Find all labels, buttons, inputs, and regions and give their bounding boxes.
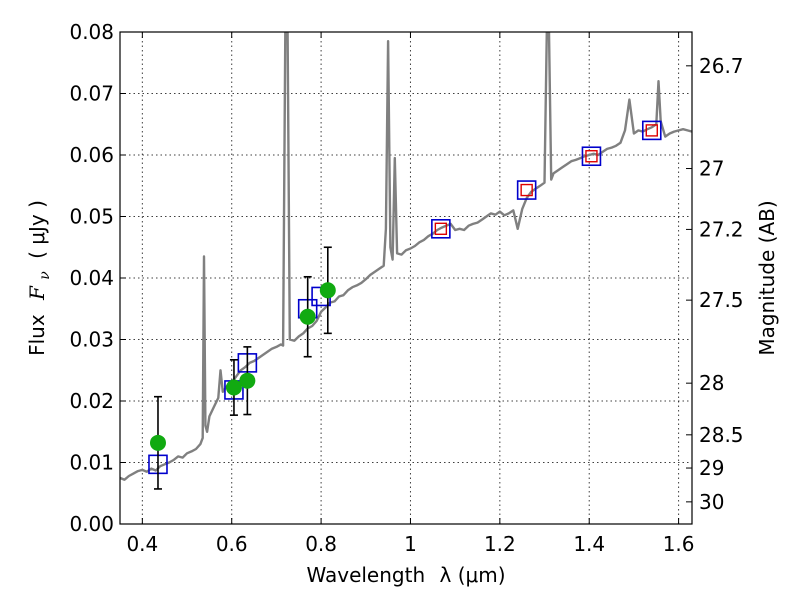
x-tick-label: 1.4 <box>573 532 605 556</box>
y-tick-label: 0.00 <box>69 512 114 536</box>
model-inner-marker <box>585 150 598 163</box>
model-inner-marker <box>645 124 658 137</box>
axis-layer: 0.4 0.6 0.8 1 1.2 1.4 1.6 0.00 0.01 0.02 0.03 0.04 0… <box>69 20 743 556</box>
x-axis-label-text: Wavelength <box>306 563 425 587</box>
x-tick-label: 1 <box>404 532 417 556</box>
y-tick-label: 0.06 <box>69 143 114 167</box>
observed-point <box>319 282 336 299</box>
y-axis-label: Flux F ν ( μJy ) <box>25 200 54 356</box>
spectrum-layer <box>120 32 692 481</box>
observed-point <box>239 372 256 389</box>
right-axis-label: Magnitude (AB) <box>755 200 779 355</box>
observed-point <box>225 379 242 396</box>
y-axis-label-symbol: F <box>25 285 49 301</box>
model-square-marker <box>431 219 451 239</box>
y-axis-label-subscript: ν <box>37 271 53 280</box>
x-tick-label: 0.8 <box>305 532 337 556</box>
x-axis-label: Wavelength λ (μm) <box>306 563 505 587</box>
model-inner-marker <box>520 183 533 197</box>
x-tick-label: 1.6 <box>663 532 695 556</box>
model-square-marker <box>641 120 662 141</box>
y-axis-label-text: Flux <box>25 314 49 356</box>
y-axis-label-unit: ( μJy ) <box>25 200 49 259</box>
x-tick-label: 1.2 <box>484 532 516 556</box>
right-tick-label: 27.2 <box>699 217 744 241</box>
model-inner-marker <box>434 222 448 236</box>
observed-point <box>149 434 166 451</box>
x-axis-label-symbol: λ (μm) <box>440 563 506 587</box>
x-tick-label: 0.6 <box>216 532 248 556</box>
right-tick-label: 28.5 <box>699 423 744 447</box>
y-tick-label: 0.03 <box>69 328 114 352</box>
y-tick-label: 0.01 <box>69 451 114 475</box>
y-tick-label: 0.08 <box>69 20 114 44</box>
y-tick-label: 0.07 <box>69 82 114 106</box>
y-tick-label: 0.02 <box>69 389 114 413</box>
right-tick-label: 29 <box>699 456 724 480</box>
marker-layer <box>148 120 662 490</box>
model-square-marker <box>516 180 537 200</box>
spectrum-line <box>120 32 692 481</box>
right-tick-label: 28 <box>699 371 724 395</box>
model-square-marker <box>581 146 602 167</box>
right-tick-label: 30 <box>699 490 724 514</box>
right-tick-label: 27 <box>699 157 724 181</box>
y-tick-label: 0.05 <box>69 205 114 229</box>
x-tick-label: 0.4 <box>126 532 158 556</box>
right-tick-label: 27.5 <box>699 288 744 312</box>
y-tick-label: 0.04 <box>69 266 114 290</box>
observed-point <box>299 308 316 325</box>
right-tick-label: 26.7 <box>699 54 744 78</box>
grid-layer <box>120 31 692 525</box>
